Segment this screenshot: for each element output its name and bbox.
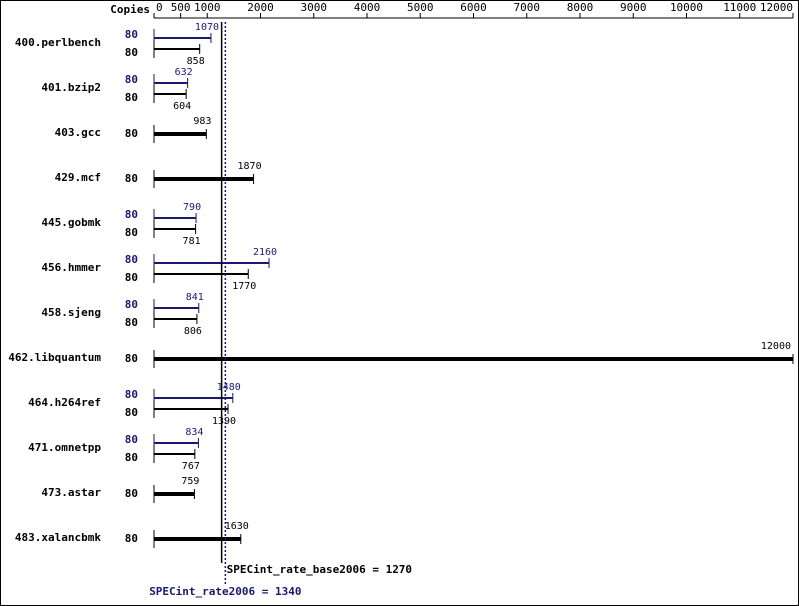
copies-label: 80 [125,253,138,266]
peak-bar [154,37,211,39]
copies-label: 80 [125,46,138,59]
value-label: 1070 [195,22,219,33]
x-tick-label: 8000 [567,1,594,14]
value-label: 759 [181,476,199,487]
x-tick-label: 4000 [354,1,381,14]
x-tick-label: 5000 [407,1,434,14]
peak-bar [154,397,233,399]
copies-label: 80 [125,226,138,239]
value-label: 781 [183,236,201,247]
x-tick-label: 7000 [514,1,541,14]
value-label: 806 [184,326,202,337]
copies-label: 80 [125,532,138,545]
benchmark-label: 400.perlbench [15,36,101,49]
peak-bar [154,262,270,264]
x-tick-label: 9000 [620,1,647,14]
x-tick-label: 2000 [247,1,274,14]
benchmark-label: 473.astar [41,486,101,499]
value-label: 604 [173,101,191,112]
x-tick-label: 0 [156,1,163,14]
copies-label: 80 [125,316,138,329]
x-tick-label: 6000 [460,1,487,14]
copies-label: 80 [125,28,138,41]
peak-bar [154,82,188,84]
x-tick-label: 500 [171,1,191,14]
reference-label: SPECint_rate_base2006 = 1270 [227,563,412,576]
peak-bar [154,217,197,219]
value-label: 767 [182,461,200,472]
base-bar [154,357,793,361]
value-label: 12000 [761,341,791,352]
copies-label: 80 [125,73,138,86]
benchmark-label: 471.omnetpp [28,441,101,454]
value-label: 983 [193,116,211,127]
base-bar [154,273,249,275]
x-tick-label: 1000 [194,1,221,14]
value-label: 1770 [232,281,256,292]
peak-bar [154,442,199,444]
value-label: 858 [187,56,205,67]
copies-label: 80 [125,352,138,365]
base-bar [154,177,254,181]
value-label: 1630 [225,521,249,532]
benchmark-label: 464.h264ref [28,396,101,409]
base-bar [154,492,195,496]
copies-label: 80 [125,172,138,185]
copies-label: 80 [125,298,138,311]
benchmark-label: 462.libquantum [8,351,101,364]
base-bar [154,453,195,455]
x-tick-label: 12000 [760,1,793,14]
copies-label: 80 [125,487,138,500]
copies-label: 80 [125,271,138,284]
copies-label: 80 [125,433,138,446]
value-label: 1480 [217,382,241,393]
value-label: 632 [175,67,193,78]
copies-label: 80 [125,127,138,140]
copies-header: Copies [110,3,150,16]
benchmark-label: 458.sjeng [41,306,101,319]
value-label: 2160 [253,247,277,258]
benchmark-label: 483.xalancbmk [15,531,101,544]
value-label: 790 [183,202,201,213]
base-bar [154,537,241,541]
benchmark-label: 445.gobmk [41,216,101,229]
value-label: 1390 [212,416,236,427]
copies-label: 80 [125,208,138,221]
copies-label: 80 [125,451,138,464]
base-bar [154,228,196,230]
base-bar [154,132,207,136]
peak-bar [154,307,199,309]
benchmark-label: 401.bzip2 [41,81,101,94]
copies-label: 80 [125,406,138,419]
value-label: 841 [186,292,204,303]
base-bar [154,408,229,410]
x-tick-label: 11000 [723,1,756,14]
x-tick-label: 10000 [670,1,703,14]
base-bar [154,318,197,320]
benchmark-label: 403.gcc [55,126,101,139]
benchmark-label: 456.hmmer [41,261,101,274]
copies-label: 80 [125,388,138,401]
value-label: 1870 [238,161,262,172]
x-tick-label: 3000 [301,1,328,14]
base-bar [154,93,187,95]
reference-label: SPECint_rate2006 = 1340 [149,585,301,598]
benchmark-label: 429.mcf [55,171,101,184]
value-label: 834 [185,427,203,438]
copies-label: 80 [125,91,138,104]
base-bar [154,48,200,50]
